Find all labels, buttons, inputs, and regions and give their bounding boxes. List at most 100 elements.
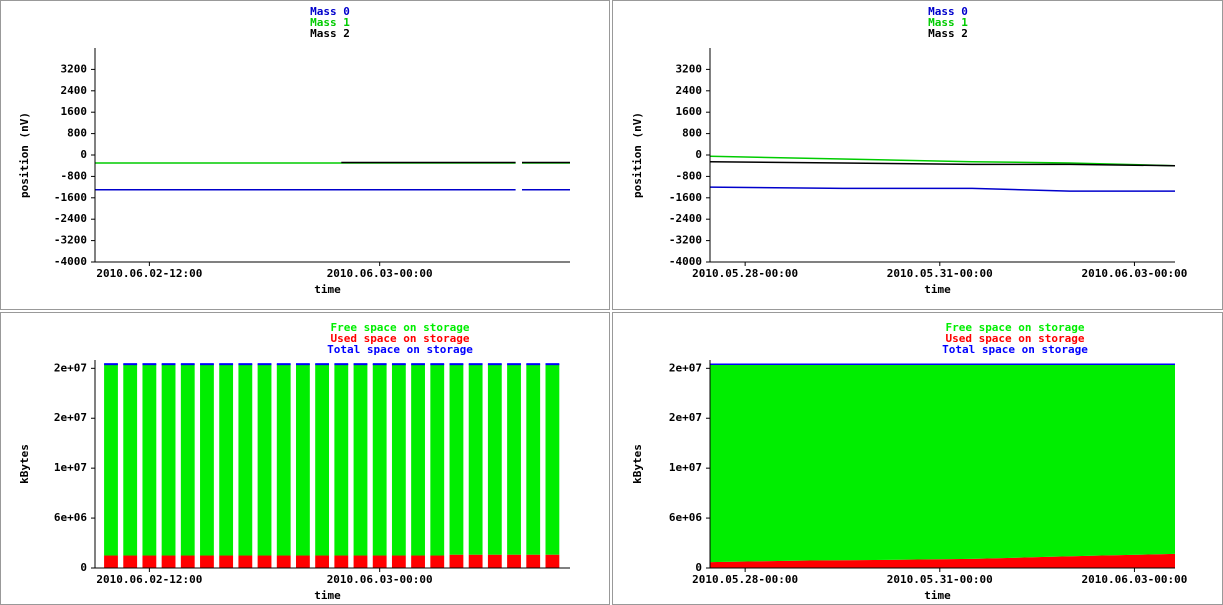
x-tick-label: 2010.06.03-00:00 — [1081, 267, 1187, 280]
y-tick-label: -3200 — [669, 234, 702, 247]
bar-segment — [507, 364, 521, 555]
bar-segment — [142, 555, 157, 568]
bar-segment — [372, 364, 387, 556]
bar-segment — [487, 364, 502, 555]
bar-segment — [238, 555, 253, 568]
bar-segment — [296, 555, 310, 568]
y-axis-label: position (nV) — [18, 112, 31, 198]
y-tick-label: -1600 — [669, 191, 702, 204]
bar-segment — [104, 364, 118, 556]
bar-segment — [123, 555, 138, 568]
x-axis-label: time — [924, 589, 951, 602]
bar-segment — [200, 555, 214, 568]
y-tick-label: 800 — [67, 127, 87, 140]
bar-segment — [468, 554, 483, 568]
bar-segment — [104, 555, 118, 568]
legend-entry: Mass 1 — [310, 16, 350, 29]
y-tick-label: 0 — [80, 561, 87, 574]
bar-segment — [353, 555, 368, 568]
x-tick-label: 2010.05.28-00:00 — [692, 267, 798, 280]
y-tick-label: 0 — [695, 561, 702, 574]
bar-segment — [353, 364, 368, 556]
y-tick-label: -800 — [676, 169, 703, 182]
legend-entry: Free space on storage — [945, 321, 1084, 334]
y-axis-label: kBytes — [631, 444, 644, 484]
bar-segment — [161, 364, 176, 556]
area — [710, 364, 1175, 563]
legend-entry: Used space on storage — [945, 332, 1084, 345]
series-line — [709, 160, 1176, 167]
y-tick-label: 0 — [695, 148, 702, 161]
y-tick-label: 2e+07 — [54, 411, 87, 424]
bar-segment — [315, 364, 330, 556]
y-tick-label: 2e+07 — [669, 361, 702, 374]
x-tick-label: 2010.06.02-12:00 — [96, 573, 202, 586]
area — [710, 553, 1175, 568]
bar-segment — [123, 364, 138, 556]
bar-segment — [526, 554, 541, 568]
x-tick-label: 2010.05.31-00:00 — [887, 267, 993, 280]
legend-entry: Used space on storage — [330, 332, 469, 345]
bar-segment — [200, 364, 214, 556]
bar-segment — [180, 364, 195, 556]
y-tick-label: -4000 — [54, 255, 87, 268]
bar-segment — [411, 364, 425, 556]
bar-segment — [411, 555, 425, 568]
bar-segment — [238, 364, 253, 556]
series-line — [709, 186, 1175, 192]
panel-frame — [612, 0, 1223, 310]
x-tick-label: 2010.05.31-00:00 — [887, 573, 993, 586]
legend-entry: Mass 0 — [310, 5, 350, 18]
y-tick-label: 6e+06 — [669, 511, 702, 524]
bar-segment — [391, 364, 406, 556]
legend-entry: Mass 2 — [310, 27, 350, 40]
x-tick-label: 2010.06.03-00:00 — [327, 573, 433, 586]
bar-segment — [545, 554, 560, 568]
panel-frame — [0, 0, 610, 310]
y-tick-label: 1600 — [676, 105, 703, 118]
series-line — [709, 155, 1176, 167]
bar-segment — [276, 364, 291, 556]
y-tick-label: -800 — [61, 169, 88, 182]
bar-segment — [334, 555, 349, 568]
bar-segment — [219, 555, 234, 568]
x-axis-label: time — [314, 283, 341, 296]
x-tick-label: 2010.06.03-00:00 — [327, 267, 433, 280]
y-tick-label: 2e+07 — [54, 361, 87, 374]
bar-segment — [430, 364, 445, 556]
bar-segment — [545, 364, 560, 555]
y-tick-label: 3200 — [676, 62, 703, 75]
y-tick-label: -2400 — [669, 212, 702, 225]
bar-segment — [487, 554, 502, 568]
y-tick-label: 6e+06 — [54, 511, 87, 524]
bar-segment — [142, 364, 157, 556]
bar-segment — [430, 555, 445, 568]
bar-segment — [507, 554, 521, 568]
legend-entry: Free space on storage — [330, 321, 469, 334]
x-axis-label: time — [314, 589, 341, 602]
bar-segment — [526, 364, 541, 555]
bar-segment — [257, 555, 272, 568]
x-axis-label: time — [924, 283, 951, 296]
y-tick-label: 2e+07 — [669, 411, 702, 424]
y-tick-label: -4000 — [669, 255, 702, 268]
bar-segment — [257, 364, 272, 556]
y-tick-label: -3200 — [54, 234, 87, 247]
bar-segment — [391, 555, 406, 568]
bar-segment — [276, 555, 291, 568]
y-tick-label: 3200 — [61, 62, 88, 75]
y-axis-label: position (nV) — [631, 112, 644, 198]
bar-segment — [219, 364, 234, 556]
bar-segment — [296, 364, 310, 556]
y-tick-label: 1600 — [61, 105, 88, 118]
bar-segment — [449, 364, 464, 555]
y-tick-label: -2400 — [54, 212, 87, 225]
bar-segment — [180, 555, 195, 568]
x-tick-label: 2010.05.28-00:00 — [692, 573, 798, 586]
legend-entry: Mass 2 — [928, 27, 968, 40]
bar-segment — [334, 364, 349, 556]
y-tick-label: 800 — [682, 127, 702, 140]
y-tick-label: 1e+07 — [669, 461, 702, 474]
y-tick-label: 0 — [80, 148, 87, 161]
